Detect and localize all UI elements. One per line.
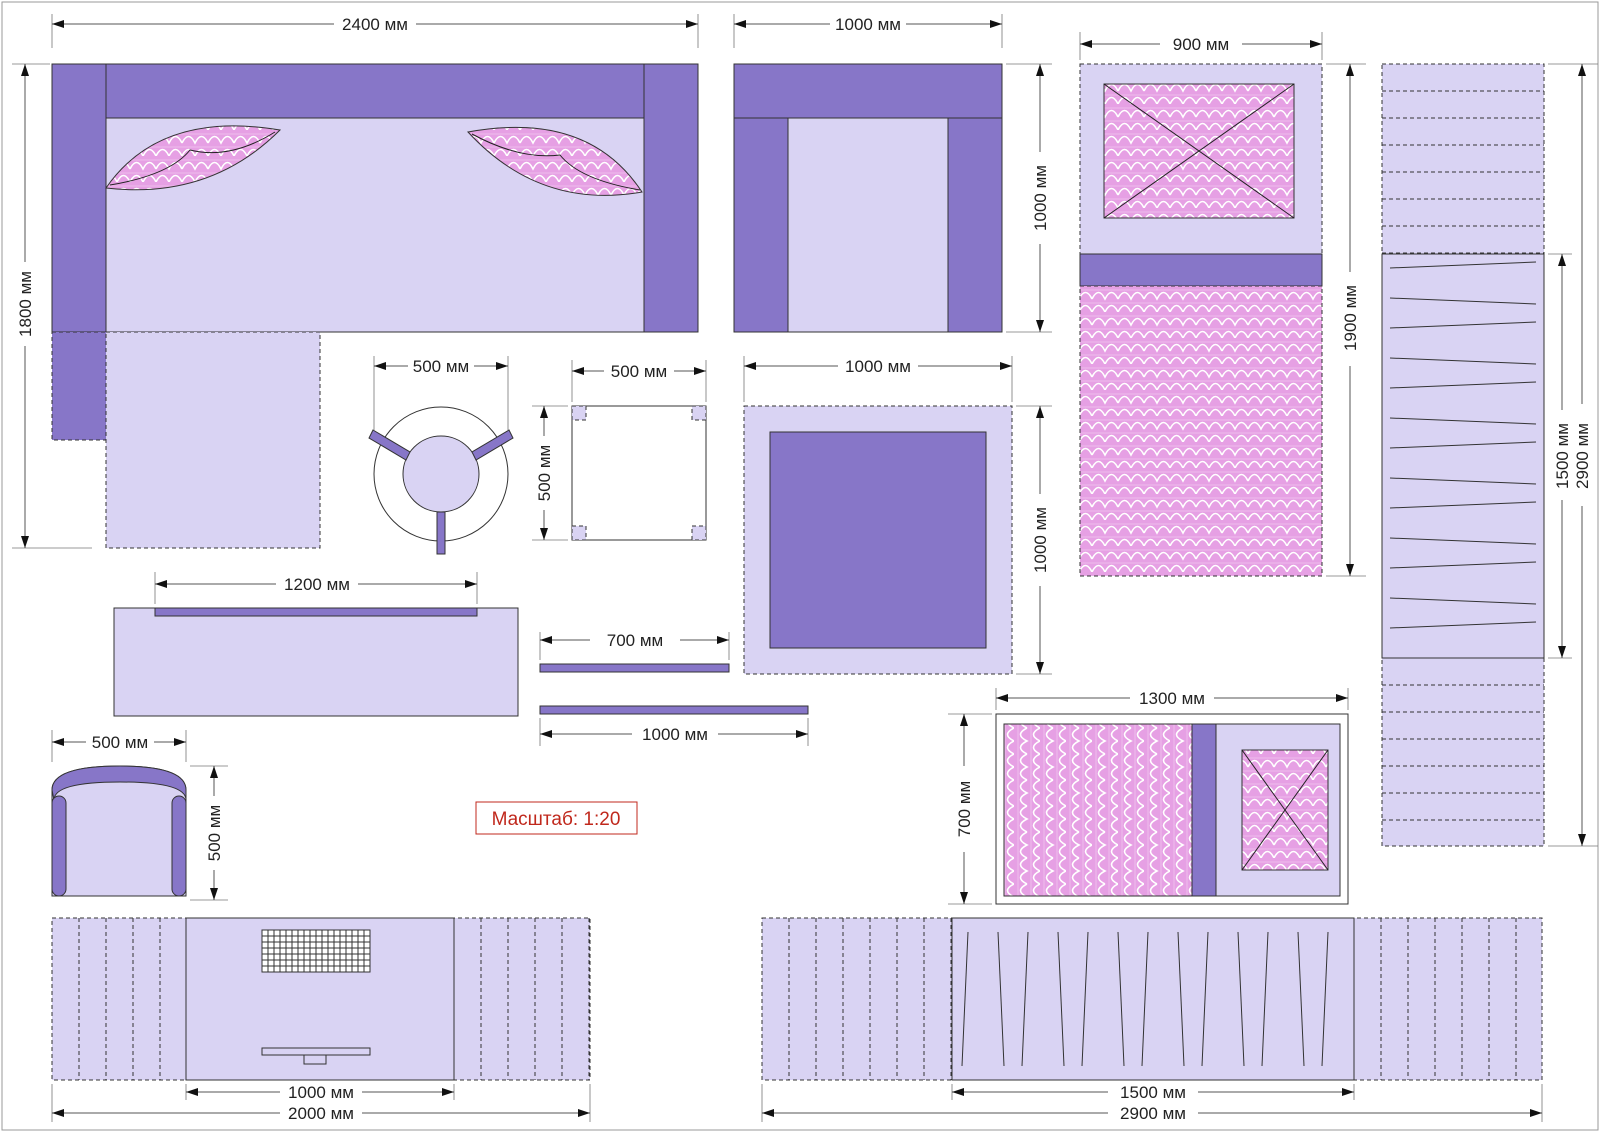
corner-sofa [51,63,699,549]
panel-line [1389,417,1537,425]
dim-label: 1000 мм [288,1083,354,1102]
dim-crib-height: 700 мм [948,713,992,905]
scale-box: Масштаб: 1:20 [475,801,638,835]
dim-stool-height: 500 мм [532,405,568,541]
round-table [368,406,514,555]
panel-line [961,931,969,1067]
panel-line [1321,931,1329,1067]
drawer-handle [261,1047,371,1056]
dim-crib-width: 1300 мм [995,688,1349,710]
wardrobe-horizontal [761,917,1543,1081]
panel-line [1389,261,1537,269]
panel-line [1389,477,1537,485]
dim-label: 1000 мм [845,357,911,376]
single-bed [1079,63,1323,577]
dim-stool-width: 500 мм [571,360,707,402]
panel-line [1021,931,1029,1067]
dim-label: 500 мм [611,362,667,381]
dim-label: 1000 мм [835,15,901,34]
dim-label: 1000 мм [1031,507,1050,573]
square-table [743,405,1013,675]
dim-label: 2400 мм [342,15,408,34]
dim-bed-height: 1900 мм [1326,63,1366,577]
panel-line [1297,931,1305,1067]
shelf-1000 [539,705,809,715]
panel-line [1117,931,1125,1067]
dim-label: 500 мм [535,445,554,501]
dim-round-table: 500 мм [373,356,509,430]
crib [995,713,1349,905]
dim-kitchen-outer: 2000 мм [51,1084,591,1123]
dim-armchair-width: 1000 мм [733,14,1003,48]
dim-sofa-width: 2400 мм [51,14,699,48]
dim-wardrobe-horizontal-inner: 1500 мм [951,1083,1355,1102]
dim-label: 1300 мм [1139,689,1205,708]
dim-label: 1000 мм [1031,165,1050,231]
panel-line [1057,931,1065,1067]
panel-line [1389,501,1537,509]
dim-label: 1000 мм [642,725,708,744]
square-stool [571,405,707,541]
dim-label: 1900 мм [1341,285,1360,351]
kitchen-unit [51,917,591,1081]
panel-line [1389,297,1537,305]
dim-table-width: 1000 мм [743,356,1013,402]
dim-label: 2900 мм [1120,1104,1186,1123]
panel-line [1389,561,1537,569]
dim-label: 1800 мм [16,271,35,337]
dim-sofa-height: 1800 мм [12,63,92,549]
panel-line [1389,537,1537,545]
dim-kitchen-inner: 1000 мм [185,1083,455,1102]
desk [113,607,519,717]
dim-wardrobe-vertical-outer: 2900 мм [1548,63,1598,847]
panel-line [1081,931,1089,1067]
dim-label: 1500 мм [1120,1083,1186,1102]
dim-shelf-1000: 1000 мм [539,718,809,746]
wardrobe-vertical [1381,63,1545,847]
scale-label: Масштаб: 1:20 [492,809,621,830]
dim-desk: 1200 мм [154,572,478,604]
dim-label: 2000 мм [288,1104,354,1123]
dim-armchair-height: 1000 мм [1006,63,1052,333]
panel-line [1389,597,1537,605]
dim-label: 700 мм [607,631,663,650]
panel-line [1201,931,1209,1067]
panel-line [1389,381,1537,389]
dim-label: 700 мм [955,781,974,837]
panel-line [997,931,1005,1067]
panel-line [1261,931,1269,1067]
panel-line [1237,931,1245,1067]
dim-wardrobe-vertical-inner: 1500 мм [1548,253,1572,659]
dim-bed-width: 900 мм [1079,32,1323,60]
vent-grille [261,929,371,973]
crib-blanket [1003,723,1193,897]
dim-label: 500 мм [413,357,469,376]
armchair [733,63,1003,333]
panel-line [1389,321,1537,329]
cushion-right [467,126,643,196]
shelf-700 [539,663,730,673]
panel-line [1389,621,1537,629]
dim-wardrobe-horizontal-outer: 2900 мм [761,1084,1543,1123]
panel-line [1177,931,1185,1067]
chair [51,765,187,897]
dim-chair-height: 500 мм [190,765,228,901]
cushion-left [105,125,282,191]
dim-label: 1200 мм [284,575,350,594]
panel-line [1389,357,1537,365]
dim-label: 500 мм [92,733,148,752]
dim-label: 500 мм [205,805,224,861]
panel-line [1389,441,1537,449]
panel-line [1141,931,1149,1067]
dim-chair-width: 500 мм [51,730,187,762]
dim-label: 900 мм [1173,35,1229,54]
dim-label: 1500 мм [1553,423,1572,489]
bed-blanket [1079,285,1323,577]
dim-label: 2900 мм [1573,423,1592,489]
dim-table-height: 1000 мм [1016,405,1052,675]
dim-shelf-700: 700 мм [539,631,730,660]
